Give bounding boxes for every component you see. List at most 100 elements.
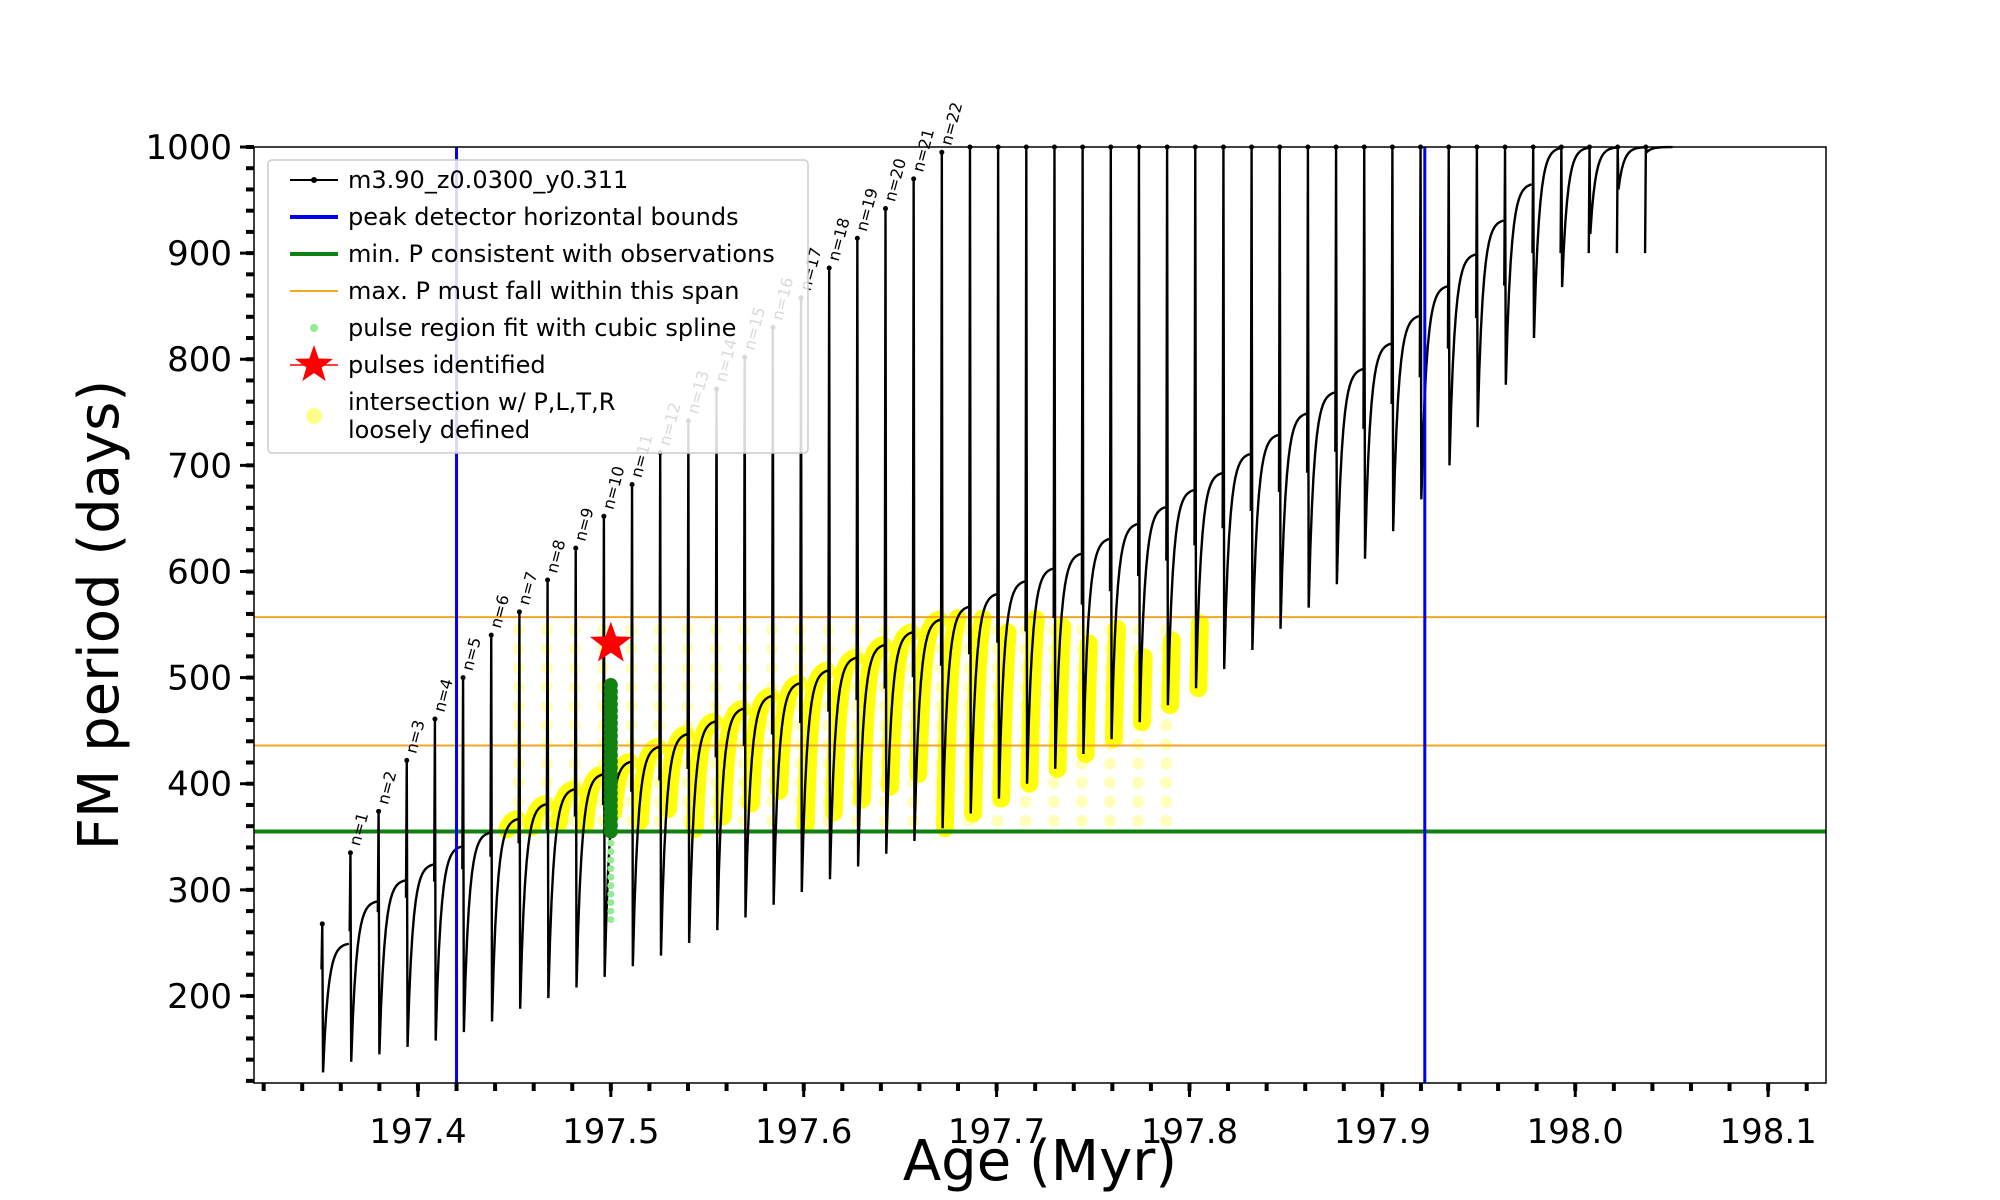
model-pulse-cycle (545, 579, 575, 999)
intersection-point (1132, 623, 1145, 636)
y-tick-label: 800 (167, 340, 232, 380)
legend-label: m3.90_z0.0300_y0.311 (348, 166, 628, 194)
x-tick-label: 198.1 (1719, 1112, 1816, 1152)
y-tick-label: 700 (167, 446, 232, 486)
model-pulse-cycle (1503, 146, 1533, 385)
x-tick-label: 198.0 (1527, 1112, 1624, 1152)
model-point (432, 716, 438, 722)
intersection-point (1132, 814, 1145, 827)
model-point (488, 632, 494, 638)
y-tick-label: 900 (167, 234, 232, 274)
intersection-point (1075, 776, 1088, 789)
intersection-point (1019, 814, 1032, 827)
intersection-point (737, 814, 750, 827)
y-tick-label: 500 (167, 659, 232, 699)
legend-label: min. P consistent with observations (348, 240, 775, 268)
x-tick-label: 197.9 (1334, 1112, 1431, 1152)
model-pulse-cycle (376, 811, 406, 1055)
model-pulse-cycle (827, 267, 857, 880)
model-pulse-cycle (855, 238, 885, 867)
intersection-region (1133, 648, 1153, 732)
spline-fit-point (607, 907, 615, 915)
pulses-identified-layer (589, 621, 632, 662)
model-pulse-cycle (1024, 146, 1054, 784)
model-pulse-cycle (1136, 146, 1166, 723)
model-pulse-cycle (1221, 146, 1251, 670)
model-point (629, 481, 635, 487)
y-tick-label: 600 (167, 552, 232, 592)
intersection-region (1104, 619, 1127, 749)
x-tick-label: 197.7 (948, 1112, 1045, 1152)
intersection-point (1160, 719, 1173, 732)
model-pulse-cycle (742, 357, 772, 918)
model-point (404, 757, 410, 763)
model-point (545, 577, 551, 583)
intersection-point (1075, 814, 1088, 827)
legend-swatch-spline (310, 324, 318, 332)
model-pulse-cycle (1531, 146, 1561, 339)
x-tick-label: 197.5 (562, 1112, 659, 1152)
model-pulse-cycle (770, 327, 800, 905)
model-pulse-cycle (1334, 146, 1364, 585)
legend-label: pulse region fit with cubic spline (348, 314, 736, 342)
model-pulse-cycle (1587, 146, 1617, 254)
model-point (601, 513, 607, 519)
model-pulse-cycle (1080, 146, 1110, 755)
model-pulse-cycle (320, 923, 350, 1073)
y-tick-label: 200 (167, 977, 232, 1017)
intersection-point (1104, 814, 1117, 827)
model-pulse-cycle (799, 297, 829, 893)
intersection-region (992, 623, 1017, 808)
spline-fit-point (607, 890, 615, 898)
intersection-point (906, 795, 919, 808)
model-pulse-cycle (883, 208, 913, 854)
spline-fit-point (607, 865, 615, 873)
model-pulse-cycle (911, 178, 941, 842)
model-pulse-cycle (348, 852, 378, 1062)
horizontal-reference-lines (254, 616, 1826, 834)
model-pulse-cycle (1559, 146, 1589, 288)
model-pulse-cycle (1165, 146, 1195, 706)
legend-swatch-model-dot (311, 177, 317, 183)
model-pulse-cycle (1446, 146, 1476, 466)
intersection-point (1075, 795, 1088, 808)
model-pulse-cycle (1305, 146, 1335, 608)
legend-label: loosely defined (348, 416, 530, 444)
model-point (376, 808, 382, 814)
intersection-region (1161, 631, 1181, 715)
y-axis-title: FM period (days) (67, 380, 132, 850)
green-marker (603, 678, 618, 693)
model-pulse-cycle (1052, 146, 1082, 769)
intersection-point (653, 814, 666, 827)
model-point (516, 609, 522, 615)
model-pulse-cycle (489, 635, 519, 1022)
intersection-point (1104, 776, 1117, 789)
model-point (460, 675, 466, 681)
model-pulse-cycle (1108, 146, 1138, 740)
intersection-point (991, 814, 1004, 827)
model-point (854, 235, 860, 241)
model-pulse-cycle (686, 420, 716, 943)
spline-fit-layer (603, 678, 618, 924)
pulse-identified-star (589, 621, 632, 662)
intersection-point (1132, 776, 1145, 789)
x-tick-label: 197.8 (1141, 1112, 1238, 1152)
y-tick-label: 300 (167, 871, 232, 911)
spline-fit-point (607, 856, 615, 864)
intersection-point (1160, 757, 1173, 770)
intersection-point (1104, 795, 1117, 808)
model-pulse-cycle (517, 611, 547, 1009)
peak-label: n=22 (937, 100, 967, 147)
intersection-point (1019, 795, 1032, 808)
intersection-point (1075, 623, 1088, 636)
model-point (939, 149, 945, 155)
intersection-region (1189, 614, 1209, 698)
intersection-point (1160, 738, 1173, 751)
model-pulse-cycle (996, 146, 1026, 799)
y-tick-label: 400 (167, 765, 232, 805)
x-axis-title: Age (Myr) (903, 1129, 1177, 1194)
legend-label: max. P must fall within this span (348, 277, 739, 305)
spline-fit-point (607, 848, 615, 856)
